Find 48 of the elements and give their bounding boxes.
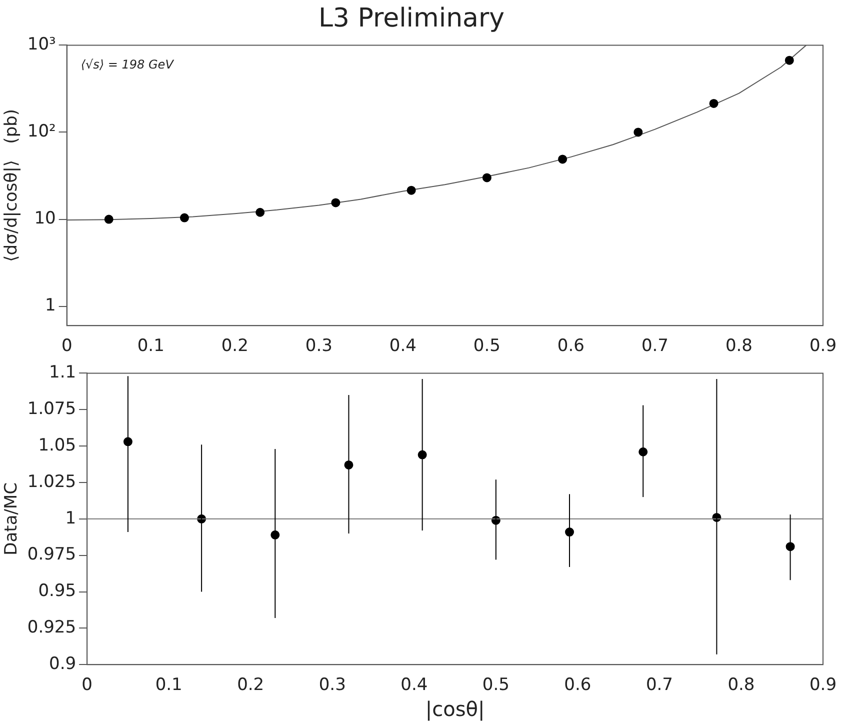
y-tick-label: 0.9 [49,654,76,674]
x-tick-label: 0.4 [400,675,428,696]
x-tick-label: 0.5 [473,336,500,356]
y-axis-title: ⟨dσ/d|cosθ|⟩ (pb) [2,108,22,262]
annotation: ⟨√s⟩ = 198 GeV [80,57,174,72]
x-tick-label: 0.6 [557,336,584,356]
x-tick-label: 0 [82,675,92,696]
y-tick-label: 10² [27,122,56,142]
x-tick-label: 0.5 [482,675,510,696]
point [331,198,340,208]
y-tick-label: 1.1 [49,362,76,383]
y-tick-label: 1.075 [27,399,76,420]
x-tick-label: 0.6 [564,675,592,696]
chart-title: L3 Preliminary [318,3,505,34]
y-axis-title: Data/MC [2,482,22,556]
point [634,128,643,137]
point [482,173,492,182]
point [709,98,718,108]
x-tick-label: 0 [61,336,72,356]
point [104,214,114,224]
x-tick-label: 0.7 [646,675,673,696]
x-tick-label: 0.4 [389,336,416,356]
x-tick-label: 0.2 [237,675,264,696]
point [180,213,189,222]
x-tick-label: 0.9 [809,675,837,696]
point [406,186,416,195]
y-tick-label: 1.025 [27,472,76,492]
point [784,56,794,65]
x-tick-label: 0.8 [725,336,753,356]
x-tick-label: 0.8 [728,675,755,696]
point [558,154,568,164]
x-tick-label: 0.2 [221,336,248,356]
x-tick-label: 0.7 [641,336,668,356]
x-tick-label: 0.3 [305,336,332,356]
x-axis-title: |cosθ| [425,697,485,722]
x-tick-label: 0.1 [137,336,164,356]
y-tick-label: 1.05 [38,435,76,456]
y-tick-label: 0.95 [38,581,76,602]
x-tick-label: 0.1 [155,675,182,696]
y-tick-label: 1 [65,508,76,528]
point [256,208,265,217]
x-tick-label: 0.3 [318,675,346,696]
y-tick-label: 0.975 [27,544,76,565]
y-tick-label: 10 [34,208,56,229]
x-tick-label: 0.9 [809,336,837,356]
y-tick-label: 0.925 [27,618,76,638]
y-tick-label: 10³ [27,34,56,55]
y-tick-label: 1 [45,296,56,316]
